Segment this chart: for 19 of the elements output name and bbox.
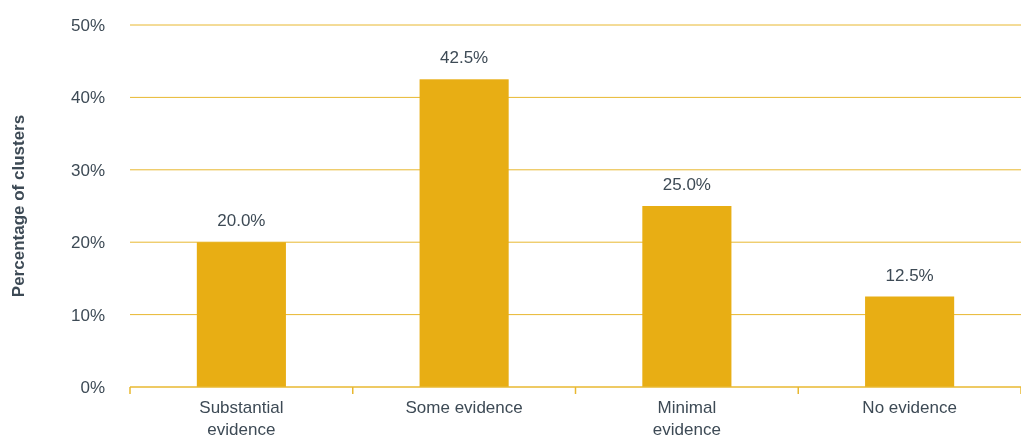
x-tick-label: Minimal evidence [652, 398, 721, 439]
x-tick-label: No evidence [862, 398, 957, 417]
bar [196, 242, 286, 387]
data-label: 20.0% [217, 211, 266, 231]
y-tick-label: 10% [70, 305, 105, 325]
x-tick-label: Some evidence [405, 398, 523, 417]
y-tick-label: 0% [80, 377, 105, 397]
x-tick-label: Substantial evidence [199, 398, 284, 439]
y-tick-label: 40% [70, 88, 105, 108]
data-label: 25.0% [662, 175, 711, 194]
y-tick-label: 30% [70, 160, 105, 180]
data-label: 42.5% [440, 48, 489, 68]
data-label: 12.5% [885, 265, 934, 285]
bar [642, 206, 732, 387]
bar [865, 296, 955, 387]
bar [419, 79, 509, 387]
y-axis-title: Percentage of clusters [9, 114, 28, 298]
y-tick-label: 50% [70, 15, 105, 35]
y-tick-label: 20% [70, 233, 105, 253]
